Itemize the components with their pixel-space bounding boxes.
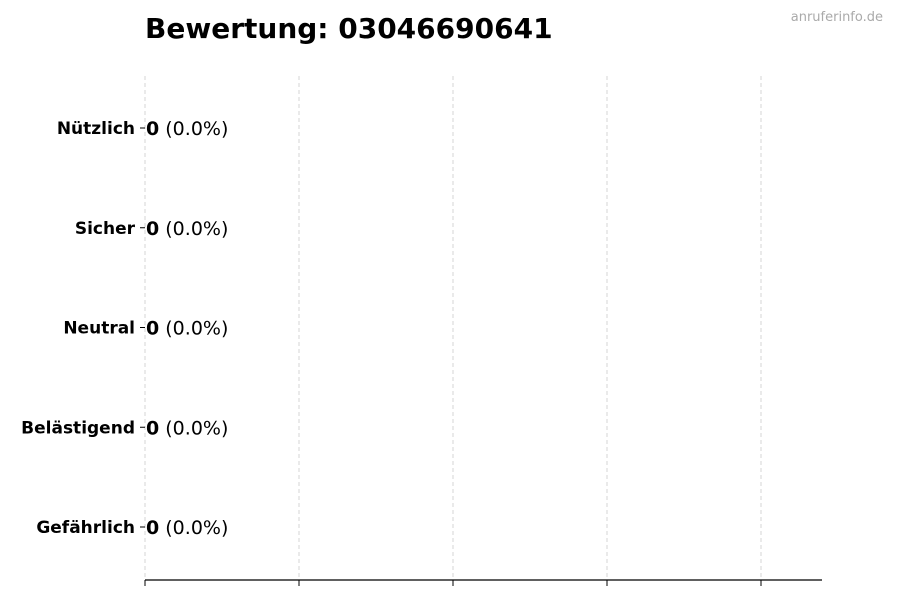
data-label-percent: (0.0%): [159, 318, 228, 340]
data-label-count: 0: [146, 417, 159, 439]
y-tick-label: Nützlich: [57, 119, 135, 139]
data-label: 0 (0.0%): [146, 417, 228, 439]
chart-title: Bewertung: 03046690641: [145, 12, 553, 45]
data-label-percent: (0.0%): [159, 517, 228, 539]
data-label: 0 (0.0%): [146, 517, 228, 539]
y-tick-label: Neutral: [63, 319, 135, 339]
y-tick-label: Sicher: [75, 219, 136, 239]
data-label-count: 0: [146, 517, 159, 539]
data-label-count: 0: [146, 318, 159, 340]
y-tick-label: Gefährlich: [36, 518, 135, 538]
data-label-count: 0: [146, 118, 159, 140]
data-label: 0 (0.0%): [146, 118, 228, 140]
y-tick-label: Belästigend: [21, 418, 135, 438]
data-label-percent: (0.0%): [159, 417, 228, 439]
data-label: 0 (0.0%): [146, 318, 228, 340]
data-label: 0 (0.0%): [146, 218, 228, 240]
watermark: anruferinfo.de: [790, 10, 883, 25]
data-label-percent: (0.0%): [159, 218, 228, 240]
data-label-count: 0: [146, 218, 159, 240]
data-label-percent: (0.0%): [159, 118, 228, 140]
